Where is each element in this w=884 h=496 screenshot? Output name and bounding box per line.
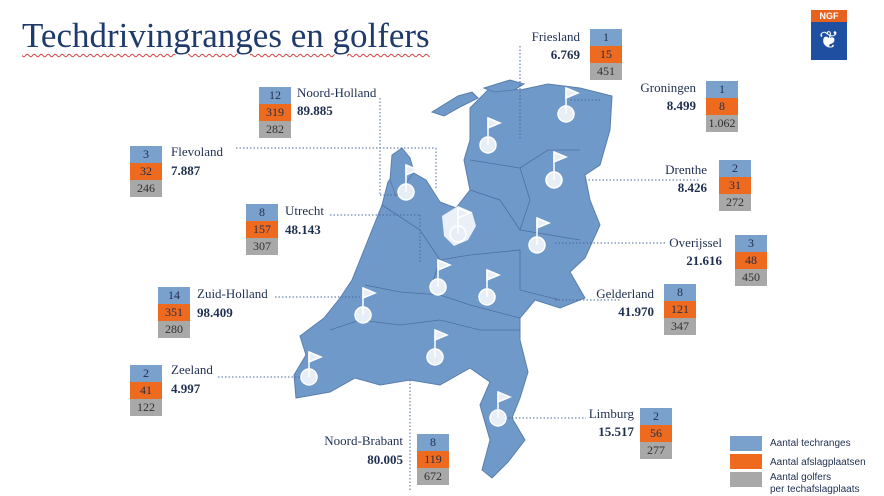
- golfers-per-plaats: 672: [417, 468, 449, 485]
- province-total-drenthe: 8.426: [677, 180, 707, 195]
- golfers-per-plaats: 280: [158, 321, 190, 338]
- province-total-zuid-holland: 98.409: [197, 305, 233, 320]
- province-name-zuid-holland: Zuid-Holland: [197, 286, 268, 301]
- province-stack-noord-brabant: 8 119 672: [417, 434, 449, 485]
- afslagplaatsen-count: 351: [158, 304, 190, 321]
- afslagplaatsen-count: 319: [259, 104, 291, 121]
- golfers-per-plaats: 122: [130, 399, 162, 416]
- afslagplaatsen-count: 31: [719, 177, 751, 194]
- province-stack-utrecht: 8 157 307: [246, 204, 278, 255]
- techranges-count: 14: [158, 287, 190, 304]
- flag-icon: [300, 350, 323, 386]
- province-stack-flevoland: 3 32 246: [130, 146, 162, 197]
- techranges-count: 3: [130, 146, 162, 163]
- ngf-logo: NGF ❦: [811, 10, 847, 60]
- province-name-gelderland: Gelderland: [596, 286, 654, 301]
- flag-icon: [429, 258, 452, 296]
- flag-icon: [489, 390, 512, 427]
- province-name-noord-holland: Noord-Holland: [297, 85, 377, 100]
- legend-swatch-golfers: [730, 472, 762, 487]
- techranges-count: 2: [130, 365, 162, 382]
- province-stack-groningen: 1 8 1.062: [706, 81, 738, 132]
- golfers-per-plaats: 451: [590, 63, 622, 80]
- province-total-gelderland: 41.970: [618, 304, 654, 319]
- province-name-zeeland: Zeeland: [171, 362, 213, 377]
- afslagplaatsen-count: 119: [417, 451, 449, 468]
- province-total-noord-holland: 89.885: [297, 103, 333, 118]
- flag-icon: [557, 86, 580, 123]
- province-name-drenthe: Drenthe: [665, 162, 707, 177]
- province-name-flevoland: Flevoland: [171, 144, 223, 159]
- province-total-flevoland: 7.887: [171, 163, 201, 178]
- afslagplaatsen-count: 157: [246, 221, 278, 238]
- techranges-count: 1: [706, 81, 738, 98]
- province-total-overijssel: 21.616: [686, 253, 722, 268]
- page-title: Techdrivingranges en golfers: [22, 16, 430, 55]
- province-total-limburg: 15.517: [598, 424, 634, 439]
- golfers-per-plaats: 1.062: [706, 115, 738, 132]
- province-stack-friesland: 1 15 451: [590, 29, 622, 80]
- legend-label-golfers-1: Aantal golfers: [770, 472, 832, 483]
- province-stack-drenthe: 2 31 272: [719, 160, 751, 211]
- afslagplaatsen-count: 121: [664, 301, 696, 318]
- province-stack-zeeland: 2 41 122: [130, 365, 162, 416]
- province-stack-noord-holland: 12 319 282: [259, 87, 291, 138]
- techranges-count: 12: [259, 87, 291, 104]
- province-name-noord-brabant: Noord-Brabant: [324, 433, 403, 448]
- map-mainland: [293, 83, 613, 479]
- legend-swatch-techranges: [730, 436, 762, 451]
- province-name-utrecht: Utrecht: [285, 203, 324, 218]
- golfers-per-plaats: 450: [735, 269, 767, 286]
- legend-label-afslagplaatsen: Aantal afslagplaatsen: [770, 457, 866, 468]
- afslagplaatsen-count: 15: [590, 46, 622, 63]
- golfers-per-plaats: 282: [259, 121, 291, 138]
- province-stack-overijssel: 3 48 450: [735, 235, 767, 286]
- flag-icon: [545, 150, 568, 189]
- province-stack-limburg: 2 56 277: [640, 408, 672, 459]
- techranges-count: 8: [417, 434, 449, 451]
- techranges-count: 3: [735, 235, 767, 252]
- flag-icon: [426, 328, 449, 366]
- lion-shield-icon: ❦: [818, 28, 840, 54]
- map-waddeneilanden: [430, 79, 526, 117]
- province-name-friesland: Friesland: [531, 29, 580, 44]
- golfers-per-plaats: 277: [640, 442, 672, 459]
- techranges-count: 8: [246, 204, 278, 221]
- province-stack-gelderland: 8 121 347: [664, 284, 696, 335]
- province-name-overijssel: Overijssel: [669, 235, 722, 250]
- techranges-count: 8: [664, 284, 696, 301]
- province-name-limburg: Limburg: [588, 406, 634, 421]
- province-total-zeeland: 4.997: [171, 381, 201, 396]
- afslagplaatsen-count: 41: [130, 382, 162, 399]
- flag-icon: [354, 286, 377, 324]
- flag-icon: [479, 116, 502, 154]
- golfers-per-plaats: 272: [719, 194, 751, 211]
- afslagplaatsen-count: 32: [130, 163, 162, 180]
- logo-text: NGF: [811, 10, 847, 22]
- techranges-count: 1: [590, 29, 622, 46]
- province-total-groningen: 8.499: [666, 98, 696, 113]
- province-name-groningen: Groningen: [640, 80, 696, 95]
- techranges-count: 2: [719, 160, 751, 177]
- golfers-per-plaats: 307: [246, 238, 278, 255]
- afslagplaatsen-count: 48: [735, 252, 767, 269]
- map-noord-holland: [389, 147, 415, 197]
- province-total-noord-brabant: 80.005: [367, 452, 403, 467]
- flag-icon: [449, 206, 472, 243]
- province-total-utrecht: 48.143: [285, 222, 321, 237]
- legend-label-golfers-2: per techafslagplaats: [770, 484, 860, 495]
- flag-icon: [478, 268, 501, 306]
- techranges-count: 2: [640, 408, 672, 425]
- province-stack-zuid-holland: 14 351 280: [158, 287, 190, 338]
- afslagplaatsen-count: 56: [640, 425, 672, 442]
- flag-icon: [397, 163, 420, 201]
- afslagplaatsen-count: 8: [706, 98, 738, 115]
- province-total-friesland: 6.769: [550, 47, 580, 62]
- golfers-per-plaats: 246: [130, 180, 162, 197]
- legend-label-techranges: Aantal techranges: [770, 438, 851, 449]
- golfers-per-plaats: 347: [664, 318, 696, 335]
- flag-icon: [528, 216, 551, 254]
- legend-swatch-afslagplaatsen: [730, 454, 762, 469]
